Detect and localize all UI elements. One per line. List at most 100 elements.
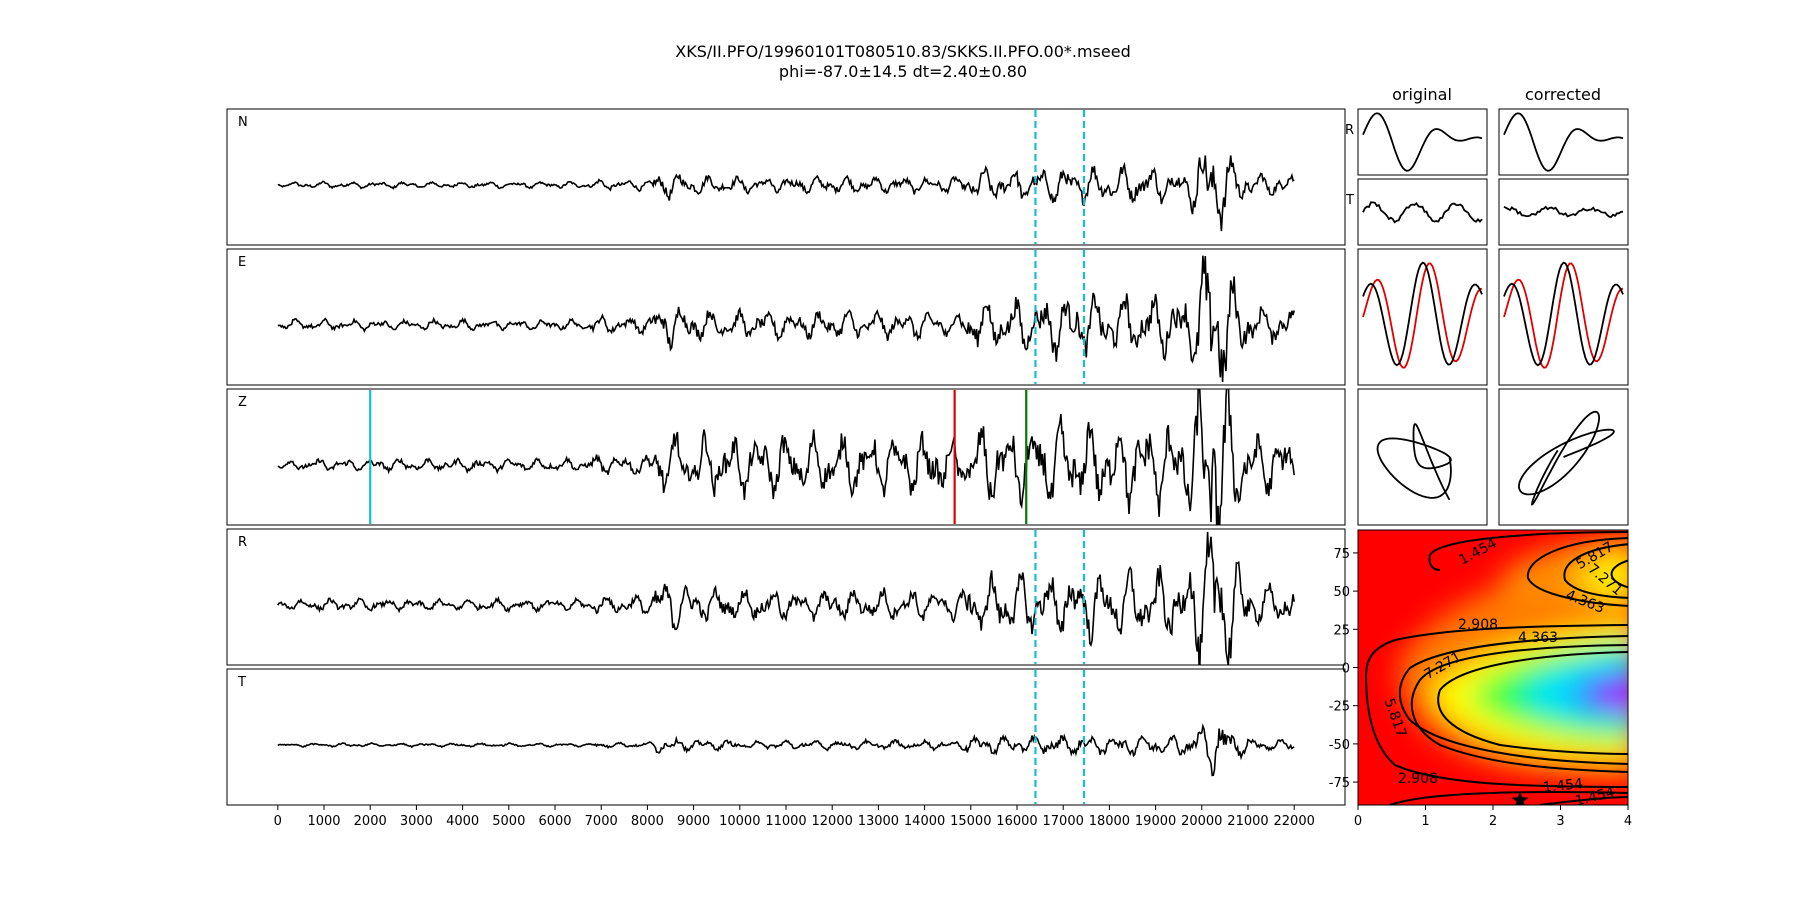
- trace-frame-E: [226, 248, 1346, 386]
- x-tick-label-10: 10000: [719, 814, 760, 829]
- contour-label-4: 2.908: [1458, 617, 1498, 633]
- trace-line-R: [277, 531, 1295, 665]
- surf-x-label-1: 1: [1421, 814, 1429, 829]
- x-tick-label-14: 14000: [904, 814, 945, 829]
- small-panel-particle-motion-original-frame: [1357, 388, 1488, 526]
- x-tick-label-7: 7000: [585, 814, 618, 829]
- x-axis: 0 1000 2000 3000 4000 5000 6000 7000 8000 9000 100…: [274, 805, 1315, 829]
- contour-5817-top: [1563, 543, 1628, 599]
- contour-label-5: 4.363: [1518, 630, 1558, 646]
- trace-panel-Z: Z: [226, 388, 1346, 526]
- trace-line-Z: [277, 389, 1295, 525]
- x-tick-label-21: 21000: [1227, 814, 1268, 829]
- x-tick-label-4: 4000: [446, 814, 479, 829]
- trace-frame-T: [226, 668, 1346, 806]
- small-panel-RT-overlay-corrected: [1498, 248, 1629, 386]
- surf-y-label-4: -25: [1329, 700, 1350, 715]
- small-panel-RT-overlay-corrected-line-1: [1503, 261, 1624, 367]
- x-tick-label-0: 0: [274, 814, 282, 829]
- surf-x-label-3: 3: [1556, 814, 1564, 829]
- surf-x-label-2: 2: [1489, 814, 1497, 829]
- contour-4363-top: [1526, 537, 1628, 607]
- trace-label-R: R: [238, 535, 247, 550]
- small-panel-RT-overlay-corrected-line-0: [1503, 262, 1624, 369]
- x-tick-label-8: 8000: [631, 814, 664, 829]
- small-panel-R-corrected-frame: [1498, 108, 1629, 176]
- x-tick-label-17: 17000: [1043, 814, 1084, 829]
- small-panel-R-original-frame: [1357, 108, 1488, 176]
- x-tick-label-18: 18000: [1089, 814, 1130, 829]
- small-panel-R-original-line: [1362, 112, 1483, 172]
- contour-1454-bottom-a: [1389, 791, 1628, 805]
- small-panel-T-corrected-line: [1503, 205, 1623, 218]
- x-tick-label-11: 11000: [765, 814, 806, 829]
- small-panel-RT-overlay-original-line-1: [1362, 261, 1483, 367]
- surf-y-label-0: 75: [1333, 547, 1350, 562]
- col-header-corrected: corrected: [1525, 85, 1601, 104]
- trace-label-E: E: [238, 255, 246, 270]
- x-tick-label-19: 19000: [1135, 814, 1176, 829]
- x-tick-label-6: 6000: [538, 814, 571, 829]
- surface-magenta: [1580, 677, 1628, 717]
- x-tick-label-2: 2000: [354, 814, 387, 829]
- contour-7271: [1437, 651, 1628, 755]
- small-panel-particle-motion-original: [1357, 388, 1488, 526]
- x-tick-label-12: 12000: [812, 814, 853, 829]
- small-panel-RT-overlay-original: [1357, 248, 1488, 386]
- surf-y-label-2: 25: [1333, 623, 1350, 638]
- trace-line-T: [277, 723, 1295, 777]
- small-row-label-R: R: [1345, 123, 1354, 138]
- contour-label-9: 1.454: [1542, 776, 1584, 796]
- trace-panel-T: T: [226, 668, 1346, 806]
- trace-panel-E: E: [226, 248, 1346, 386]
- contour-7271-top: [1610, 559, 1628, 589]
- surface-yellow-top: [1577, 549, 1628, 601]
- x-tick-label-9: 9000: [677, 814, 710, 829]
- small-panel-particle-motion-corrected-frame: [1498, 388, 1629, 526]
- small-panel-T-original: [1357, 178, 1488, 246]
- surf-y-label-3: 0: [1342, 662, 1350, 677]
- trace-label-T: T: [237, 675, 246, 690]
- trace-label-Z: Z: [238, 395, 247, 410]
- small-panel-particle-motion-corrected-line: [1518, 410, 1615, 506]
- trace-line-N: [277, 155, 1295, 232]
- surf-y-label-1: 50: [1333, 585, 1350, 600]
- small-panel-T-corrected: [1498, 178, 1629, 246]
- trace-frame-N: [226, 108, 1346, 246]
- surf-x-label-4: 4: [1624, 814, 1632, 829]
- surface-color-field: [1399, 535, 1628, 780]
- small-panel-RT-overlay-corrected-frame: [1498, 248, 1629, 386]
- small-panel-R-corrected: [1498, 108, 1629, 176]
- x-tick-label-1: 1000: [307, 814, 340, 829]
- small-panel-T-original-line: [1362, 201, 1483, 224]
- contour-5817: [1410, 644, 1628, 773]
- trace-frame-Z: [226, 388, 1346, 526]
- trace-line-E: [277, 255, 1295, 383]
- small-panel-T-original-frame: [1357, 178, 1488, 246]
- figure-subtitle: phi=-87.0±14.5 dt=2.40±0.80: [779, 62, 1027, 81]
- x-tick-label-13: 13000: [858, 814, 899, 829]
- x-tick-label-22: 22000: [1274, 814, 1315, 829]
- trace-panel-N: N: [226, 108, 1346, 246]
- contour-2908: [1365, 624, 1628, 676]
- small-panel-particle-motion-original-line: [1376, 423, 1452, 501]
- figure-title: XKS/II.PFO/19960101T080510.83/SKKS.II.PF…: [675, 42, 1130, 61]
- surf-x-label-0: 0: [1354, 814, 1362, 829]
- small-panel-R-corrected-line: [1503, 112, 1624, 172]
- small-panel-R-original: [1357, 108, 1488, 176]
- small-panel-particle-motion-corrected: [1498, 388, 1629, 526]
- contour-1454-top: [1428, 531, 1628, 571]
- contour-2908-bottom: [1365, 674, 1628, 788]
- contour-1454-bottom-b: [1539, 796, 1628, 805]
- trace-frame-R: [226, 528, 1346, 666]
- small-panel-RT-overlay-original-line-0: [1362, 262, 1483, 369]
- trace-label-N: N: [238, 115, 248, 130]
- error-surface: 1.454 5.8177.2714.3632.9084.3637.2715.817…: [1329, 529, 1632, 829]
- trace-panel-R: R: [226, 528, 1346, 666]
- surf-y-label-5: -50: [1329, 738, 1350, 753]
- small-row-label-T: T: [1345, 193, 1354, 208]
- surface-contours: [1365, 531, 1628, 805]
- x-tick-label-20: 20000: [1181, 814, 1222, 829]
- col-header-original: original: [1392, 85, 1452, 104]
- best-fit-star: [1511, 791, 1529, 805]
